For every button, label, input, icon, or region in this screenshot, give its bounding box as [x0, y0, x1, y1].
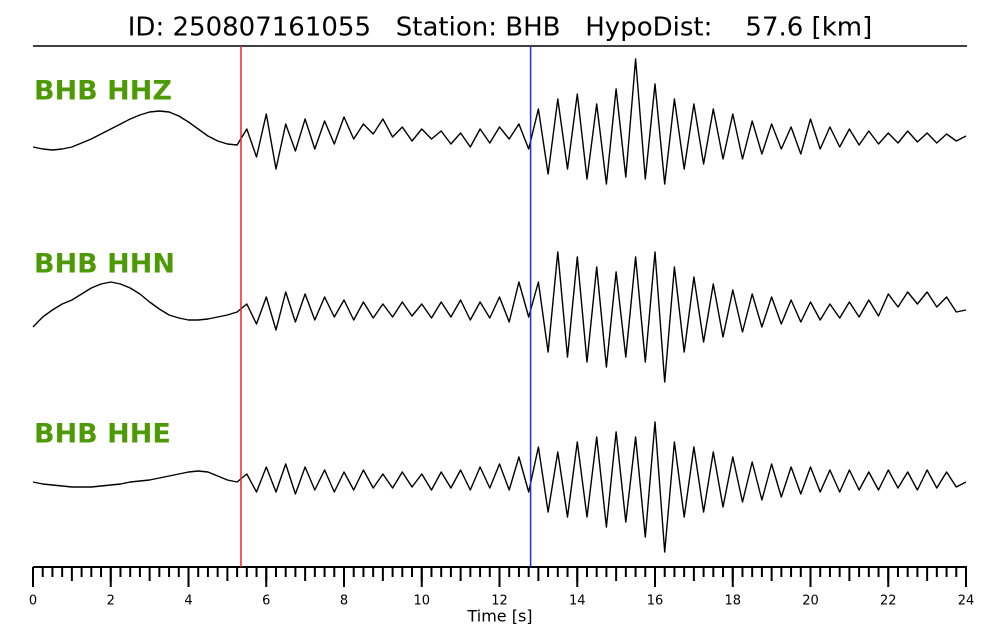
x-axis-label: Time [s]: [466, 607, 532, 626]
x-tick-label: 24: [958, 594, 975, 609]
x-tick-label: 18: [724, 594, 741, 609]
trace-label: BHB HHE: [34, 419, 171, 450]
x-tick-label: 14: [569, 594, 586, 609]
x-tick-label: 6: [262, 594, 270, 609]
x-tick-label: 0: [29, 594, 37, 609]
x-tick-label: 20: [802, 594, 819, 609]
x-tick-label: 2: [107, 594, 115, 609]
x-tick-label: 22: [880, 594, 897, 609]
x-tick-label: 12: [491, 594, 508, 609]
chart-title: ID: 250807161055 Station: BHB HypoDist: …: [128, 13, 872, 43]
trace-label: BHB HHN: [34, 249, 175, 280]
waveform: [32, 421, 967, 553]
x-tick-label: 4: [184, 594, 192, 609]
x-tick-label: 8: [340, 594, 348, 609]
x-tick-label: 16: [647, 594, 664, 609]
waveform: [32, 58, 967, 185]
waveform: [32, 251, 967, 383]
trace-label: BHB HHZ: [34, 76, 172, 107]
x-tick-label: 10: [413, 594, 430, 609]
